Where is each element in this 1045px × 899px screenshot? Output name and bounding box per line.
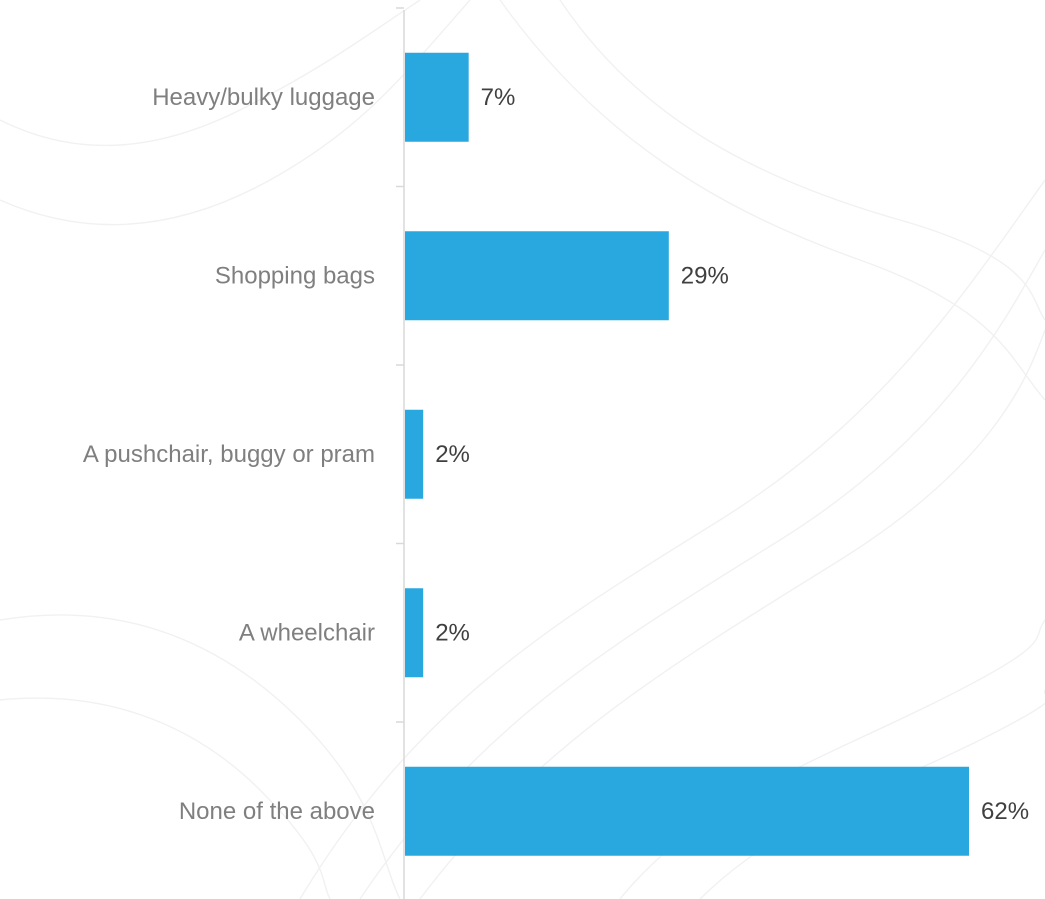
category-axis bbox=[396, 7, 405, 899]
category-label: Shopping bags bbox=[215, 262, 375, 289]
data-label: 29% bbox=[681, 262, 729, 289]
data-label: 62% bbox=[981, 798, 1029, 825]
bar bbox=[405, 231, 669, 321]
data-label: 2% bbox=[435, 441, 470, 468]
bars bbox=[405, 52, 969, 856]
bar bbox=[405, 766, 969, 856]
labels: Heavy/bulky luggage 7% Shopping bags 29% A p… bbox=[83, 84, 1029, 825]
category-label: A wheelchair bbox=[239, 619, 375, 646]
bar bbox=[405, 588, 424, 678]
data-label: 2% bbox=[435, 619, 470, 646]
bar bbox=[405, 52, 469, 142]
category-label: Heavy/bulky luggage bbox=[152, 84, 375, 111]
category-label: None of the above bbox=[179, 798, 375, 825]
category-label: A pushchair, buggy or pram bbox=[83, 441, 375, 468]
data-label: 7% bbox=[481, 84, 516, 111]
bar bbox=[405, 409, 424, 499]
